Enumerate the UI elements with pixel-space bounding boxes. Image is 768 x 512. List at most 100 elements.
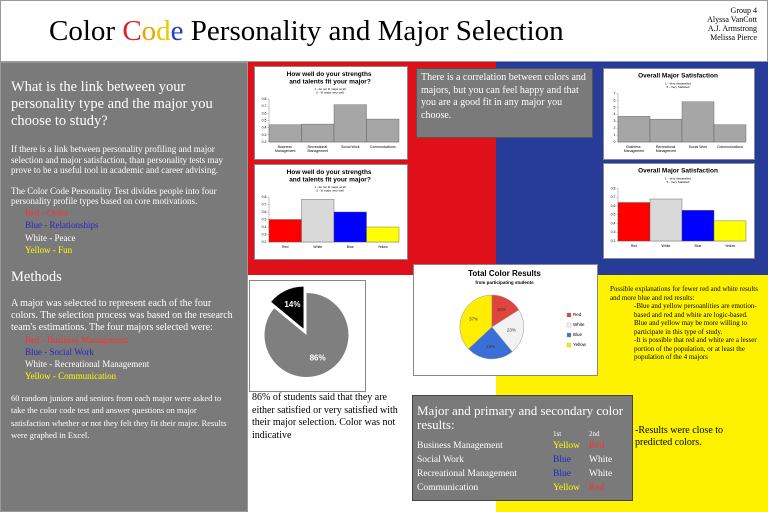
chart-subtitle: 1 - Very dissatisfied [665, 81, 691, 85]
y-tick-label: 0.4 [262, 126, 267, 130]
color-cell: Red [589, 441, 605, 451]
slice-label: 23% [507, 327, 516, 332]
table-body: 1st 2nd Business Management Yellow Red Social… [417, 430, 632, 497]
title-part: C [122, 15, 142, 47]
legend-swatch [566, 332, 572, 338]
color-list: Red - Order Blue - Relationships White - P… [11, 207, 237, 257]
y-tick-label: 2 [614, 126, 616, 130]
bar [713, 124, 747, 143]
chart-subtitle: 1 - do not fit major at all [314, 87, 346, 91]
x-tick-label: Red [282, 245, 288, 249]
section-heading: Methods [11, 268, 62, 285]
chart-title: How well do your strengths and talents f… [287, 71, 374, 85]
legend-swatch [566, 342, 572, 348]
x-tick-label: Recreational Management [656, 145, 677, 153]
color-item: Blue - Relationships [25, 220, 99, 230]
x-tick-label: Business Management [624, 145, 644, 153]
pie-caption: 86% of students said that they are eithe… [252, 392, 398, 441]
conclusion: There is a correlation between colors an… [416, 68, 593, 138]
x-tick-label: Social Work [341, 145, 360, 149]
legend-label: Blue [573, 332, 583, 337]
x-tick-label: Social Work [689, 145, 708, 149]
y-tick-label: 0.8 [611, 186, 616, 190]
slice-label: 86% [310, 354, 326, 363]
major-item: White - Recreational Management [25, 358, 150, 369]
legend-label: Yellow [573, 342, 587, 347]
pie-slice [271, 286, 304, 329]
major-item: Blue - Social Work [25, 346, 94, 357]
author: Group 4 [730, 6, 757, 15]
author: Alyssa VanCott [707, 15, 757, 24]
bar [333, 211, 367, 243]
color-item: White - Peace [25, 232, 76, 243]
bar [268, 219, 302, 243]
major-list: Red - Business Management Blue - Social W… [11, 334, 237, 382]
y-tick-label: 0.5 [262, 217, 267, 221]
major-item: Yellow - Communication [25, 370, 117, 381]
chart-subtitle: 5 - fit major very well [316, 188, 344, 192]
y-tick-label: 0.2 [262, 140, 267, 144]
explanation-item: -It is possible that red and white are a… [634, 336, 757, 361]
y-tick-label: 0.2 [611, 239, 616, 243]
paragraph: The Color Code Personality Test divides … [11, 185, 217, 207]
results-table: Major and primary and secondary color re… [412, 395, 633, 501]
x-tick-label: Yellow [378, 245, 388, 249]
slice-label: 24% [486, 344, 495, 349]
y-tick-label: 0.6 [262, 111, 267, 115]
slice-label: 14% [284, 300, 300, 309]
bar [617, 202, 651, 242]
color-cell: Yellow [553, 483, 581, 493]
question: What is the link between your personalit… [11, 79, 213, 129]
chart-frame: Overall Major Satisfaction 1 - Very dissa… [603, 68, 755, 160]
chart-frame: 86% 14% [249, 280, 366, 392]
y-tick-label: 0.7 [262, 104, 267, 108]
slice-label: 16% [497, 307, 506, 312]
bar [681, 210, 715, 242]
slice-label: 37% [469, 316, 478, 321]
title-part: o [141, 15, 157, 47]
y-tick-label: 0.4 [611, 221, 616, 225]
bar-chart: How well do your strengths and talents f… [262, 169, 400, 249]
color-cell: Blue [553, 469, 571, 479]
chart-subtitle: 5 - Very Satisfied [667, 85, 690, 89]
table-header: 1st 2nd [417, 430, 632, 441]
legend-swatch [566, 312, 572, 318]
results-note: -Results were close to predicted colors. [635, 425, 724, 448]
authors: Group 4 Alyssa VanCott A.J. Armstrong Melis… [707, 6, 757, 42]
explanation-item: -Blue and yellow persoanlities are emoti… [634, 302, 757, 336]
bar [366, 226, 400, 243]
color-cell: Blue [553, 455, 571, 465]
title-part: e [170, 15, 184, 47]
bar [268, 124, 302, 143]
author: Melissa Pierce [710, 33, 757, 42]
y-tick-label: 0.6 [611, 204, 616, 208]
major-cell: Social Work [417, 455, 464, 465]
author: A.J. Armstrong [707, 24, 757, 33]
y-tick-label: 7 [614, 91, 616, 95]
chart-subtitle: 1 - do not fit major at all [314, 185, 346, 189]
explanation-intro: Possible explanations for fewer red and … [610, 285, 758, 302]
table-row: Social Work Blue White [417, 455, 632, 469]
x-tick-label: Yellow [725, 244, 735, 248]
bar [713, 220, 747, 242]
bar-chart: How well do your strengths and talents f… [262, 71, 400, 153]
table-row: Business Management Yellow Red [417, 441, 632, 455]
chart-subtitle: 5 - fit major very well [316, 90, 344, 94]
y-tick-label: 0.2 [262, 240, 267, 244]
header: Color Code Personality and Major Selecti… [0, 0, 768, 62]
x-tick-label: Communications [370, 145, 396, 149]
chart-title: Overall Major Satisfaction [638, 168, 718, 175]
y-tick-label: 1 [614, 133, 616, 137]
column-header: 2nd [589, 430, 600, 438]
chart-frame: How well do your strengths and talents f… [254, 66, 408, 160]
pie-slice [459, 294, 493, 350]
paragraph: If there is a link between personality p… [11, 144, 223, 175]
x-tick-label: Communications [717, 145, 743, 149]
y-tick-label: 0.7 [262, 202, 267, 206]
pie-slice [264, 293, 349, 377]
chart-subtitle: from participating students [475, 280, 534, 285]
table-row: Communication Yellow Red [417, 483, 632, 497]
paragraph: A major was selected to represent each o… [11, 297, 233, 333]
